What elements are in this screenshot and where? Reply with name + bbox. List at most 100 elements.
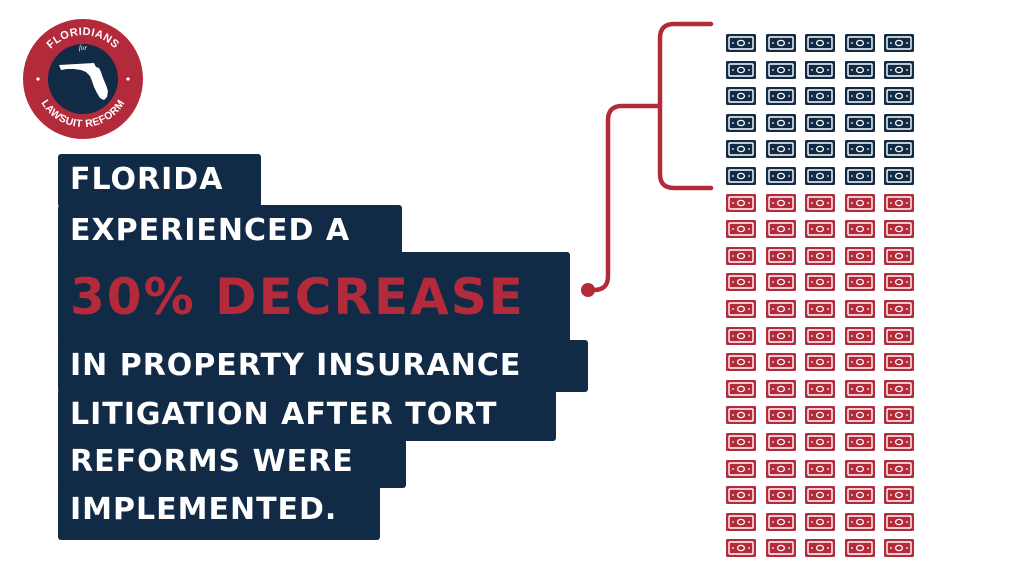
dollar-bill-icon xyxy=(844,432,875,451)
dollar-bill-icon xyxy=(765,34,796,52)
dollar-bill-icon xyxy=(844,459,875,478)
dollar-bill-icon xyxy=(884,486,914,505)
dollar-bill-icon xyxy=(726,512,756,531)
dollar-bill-icon xyxy=(726,379,756,398)
dollar-bill-icon xyxy=(884,459,914,478)
dollar-bill-icon xyxy=(726,486,756,505)
dollar-bill-icon xyxy=(765,299,796,318)
dollar-bill-icon xyxy=(844,406,875,425)
dollar-bill-grid xyxy=(726,34,914,558)
dollar-bill-icon xyxy=(726,326,756,345)
dollar-bill-icon xyxy=(726,87,756,106)
dollar-bill-icon xyxy=(805,299,835,318)
dollar-bill-icon xyxy=(844,273,875,292)
dollar-bill-icon xyxy=(844,486,875,505)
dollar-bill-icon xyxy=(805,432,835,451)
dollar-bill-icon xyxy=(765,512,796,531)
dollar-bill-icon xyxy=(765,273,796,292)
dollar-bill-icon xyxy=(765,406,796,425)
headline-line-5: LITIGATION AFTER TORT xyxy=(58,389,556,441)
dollar-bill-icon xyxy=(844,353,875,372)
dollar-bill-icon xyxy=(765,459,796,478)
dollar-bill-icon xyxy=(805,406,835,425)
dollar-bill-icon xyxy=(884,220,914,239)
dollar-bill-icon xyxy=(805,512,835,531)
dollar-bill-icon xyxy=(726,406,756,425)
dollar-bill-icon xyxy=(884,539,914,558)
dollar-bill-icon xyxy=(765,486,796,505)
dollar-bill-icon xyxy=(726,246,756,265)
dollar-bill-icon xyxy=(765,246,796,265)
dollar-bill-icon xyxy=(844,299,875,318)
dollar-bill-icon xyxy=(884,193,914,212)
logo-text-for: for xyxy=(79,44,87,52)
dollar-bill-icon xyxy=(805,60,835,79)
dollar-bill-icon xyxy=(844,246,875,265)
dollar-bill-icon xyxy=(765,353,796,372)
dollar-bill-icon xyxy=(844,512,875,531)
dollar-bill-icon xyxy=(884,299,914,318)
dollar-bill-icon xyxy=(844,220,875,239)
dollar-bill-icon xyxy=(844,193,875,212)
dollar-bill-icon xyxy=(844,60,875,79)
dollar-bill-icon xyxy=(884,34,914,52)
dollar-bill-icon xyxy=(726,432,756,451)
dollar-bill-icon xyxy=(884,406,914,425)
dollar-bill-icon xyxy=(765,60,796,79)
dollar-bill-icon xyxy=(726,220,756,239)
dollar-bill-icon xyxy=(805,246,835,265)
headline-line-1: FLORIDA xyxy=(58,154,261,207)
headline-line-2: EXPERIENCED A xyxy=(58,205,402,258)
dollar-bill-icon xyxy=(884,60,914,79)
dollar-bill-icon xyxy=(805,379,835,398)
dollar-bill-icon xyxy=(726,273,756,292)
dollar-bill-icon xyxy=(726,459,756,478)
dollar-bill-icon xyxy=(884,140,914,159)
dollar-bill-icon xyxy=(844,166,875,185)
dollar-bill-icon xyxy=(844,34,875,52)
dollar-bill-icon xyxy=(805,34,835,52)
floridians-for-lawsuit-reform-logo: FLORIDIANS for LAWSUIT REFORM xyxy=(22,18,144,140)
dollar-bill-icon xyxy=(805,459,835,478)
dollar-bill-icon xyxy=(805,113,835,132)
dollar-bill-icon xyxy=(844,140,875,159)
dollar-bill-icon xyxy=(844,379,875,398)
dollar-bill-icon xyxy=(726,166,756,185)
dollar-bill-icon xyxy=(765,87,796,106)
headline-line-7: IMPLEMENTED. xyxy=(58,484,380,540)
dollar-bill-icon xyxy=(765,539,796,558)
dollar-bill-icon xyxy=(726,193,756,212)
dollar-bill-icon xyxy=(726,34,756,52)
dollar-bill-icon xyxy=(884,113,914,132)
dollar-bill-icon xyxy=(726,113,756,132)
florida-map-icon xyxy=(59,63,108,100)
dollar-bill-icon xyxy=(765,220,796,239)
dollar-bill-icon xyxy=(726,60,756,79)
dollar-bill-icon xyxy=(726,140,756,159)
dollar-bill-icon xyxy=(884,273,914,292)
dollar-bill-icon xyxy=(805,273,835,292)
dollar-bill-icon xyxy=(844,87,875,106)
dollar-bill-icon xyxy=(726,539,756,558)
dollar-bill-icon xyxy=(805,353,835,372)
dollar-bill-icon xyxy=(884,353,914,372)
dollar-bill-icon xyxy=(726,299,756,318)
dollar-bill-icon xyxy=(765,113,796,132)
dollar-bill-icon xyxy=(805,539,835,558)
dollar-bill-icon xyxy=(765,326,796,345)
dollar-bill-icon xyxy=(884,87,914,106)
dollar-bill-icon xyxy=(884,166,914,185)
dollar-bill-icon xyxy=(805,166,835,185)
dollar-bill-icon xyxy=(765,379,796,398)
connector-dot xyxy=(581,283,595,297)
dollar-bill-icon xyxy=(805,140,835,159)
dollar-bill-icon xyxy=(884,512,914,531)
headline-line-6: REFORMS WERE xyxy=(58,436,406,488)
dollar-bill-icon xyxy=(765,432,796,451)
headline-line-4: IN PROPERTY INSURANCE xyxy=(58,340,588,392)
dollar-bill-icon xyxy=(805,193,835,212)
dollar-bill-icon xyxy=(726,353,756,372)
dollar-bill-icon xyxy=(844,326,875,345)
dollar-bill-icon xyxy=(844,539,875,558)
